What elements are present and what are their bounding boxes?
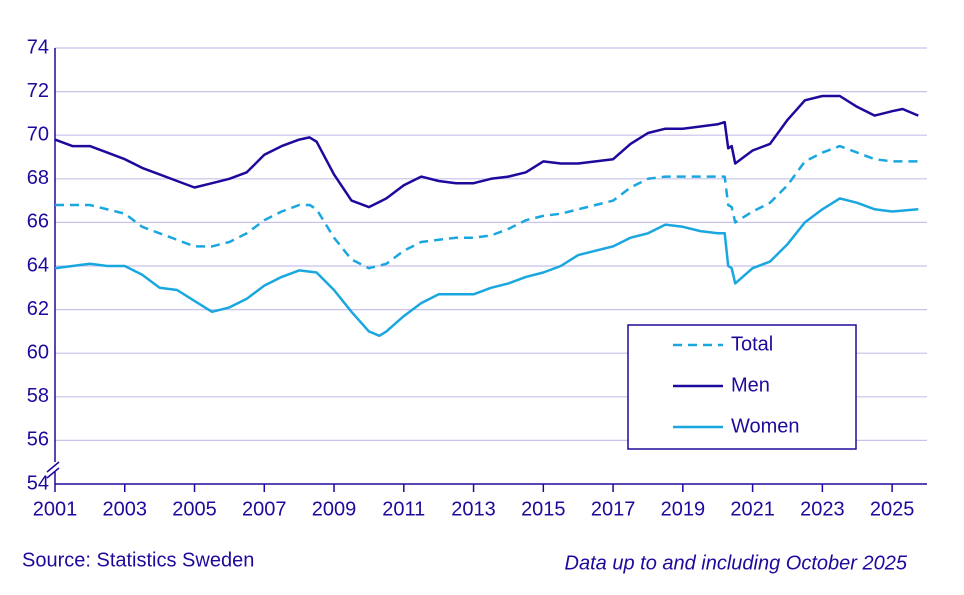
y-tick-label: 58 [27,385,49,407]
x-tick-label: 2005 [172,498,217,520]
x-tick-label: 2015 [521,498,566,520]
x-tick-label: 2025 [870,498,915,520]
y-tick-label: 66 [27,211,49,233]
x-tick-label: 2009 [312,498,357,520]
series-line [55,144,919,270]
series-line [54,94,919,209]
x-tick-label: 2011 [382,498,425,520]
x-tick-label: 2001 [33,498,78,520]
y-tick-label: 68 [27,167,49,189]
legend-label: Total [731,333,773,355]
x-tick-label: 2003 [103,498,148,520]
note: Data up to and including October 2025 [565,552,908,574]
y-tick-label: 62 [27,298,49,320]
axis-break [46,461,60,479]
source: Source: Statistics Sweden [22,549,254,571]
series-line [54,197,919,338]
y-tick-label: 64 [27,254,49,276]
y-tick-label: 70 [27,123,49,145]
x-tick-label: 2021 [730,498,775,520]
x-tick-label: 2019 [661,498,706,520]
x-tick-label: 2013 [451,498,496,520]
x-tick-label: 2017 [591,498,636,520]
y-tick-label: 54 [27,472,49,494]
x-tick-label: 2007 [242,498,287,520]
y-tick-label: 56 [27,429,49,451]
legend-label: Men [731,374,770,396]
x-tick-label: 2023 [800,498,845,520]
legend-box [627,324,857,450]
y-tick-label: 60 [27,341,49,363]
y-tick-label: 74 [27,36,49,58]
legend-label: Women [731,415,800,437]
y-tick-label: 72 [27,80,49,102]
